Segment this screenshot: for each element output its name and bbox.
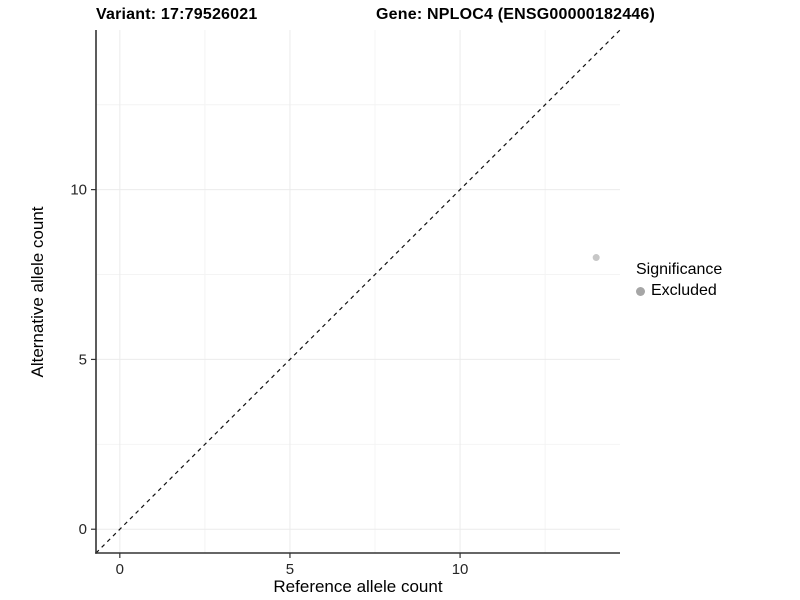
y-tick-label: 10 [70,182,87,199]
legend-key-dot-icon [636,286,645,296]
plot-title-gene: Gene: NPLOC4 (ENSG00000182446) [376,6,656,23]
x-axis-title: Reference allele count [273,577,443,596]
y-axis-title: Alternative allele count [28,206,47,378]
x-tick-label: 0 [116,561,124,578]
y-tick-label: 5 [79,351,87,368]
x-tick-label: 5 [286,561,294,578]
legend-entry-label: Excluded [651,282,717,299]
legend-title: Significance [636,261,723,278]
identity-line [95,29,621,554]
y-tick-label: 0 [79,521,87,538]
plot-title-variant: Variant: 17:79526021 [96,6,258,23]
x-tick-label: 10 [452,561,469,578]
data-point [592,254,600,262]
legend-entry: Excluded [636,282,722,300]
legend: Significance Excluded [636,261,722,300]
